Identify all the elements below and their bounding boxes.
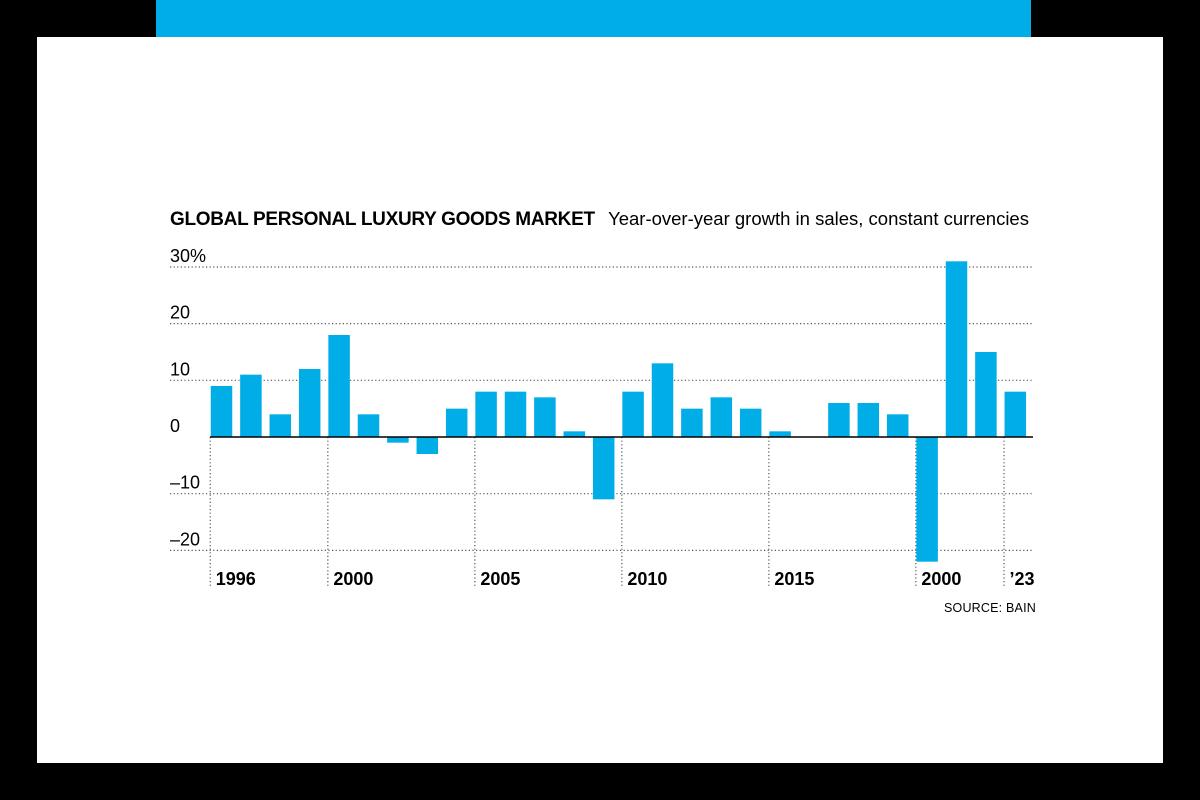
x-tick-label-2020: 2000 — [921, 569, 961, 589]
y-tick-label--10: –10 — [170, 473, 200, 493]
x-tick-label-2010: 2010 — [627, 569, 667, 589]
x-tick-label-2000: 2000 — [333, 569, 373, 589]
bar-2014 — [739, 408, 762, 437]
top-accent-bar — [156, 0, 1031, 37]
bar-2010 — [622, 391, 644, 437]
bar-2000 — [328, 334, 350, 437]
bar-2004 — [445, 408, 468, 437]
bar-2003 — [416, 437, 439, 455]
bar-1997 — [240, 374, 262, 437]
y-tick-label-30: 30% — [170, 246, 206, 266]
bar-2002 — [387, 437, 409, 443]
chart-subtitle: Year-over-year growth in sales, constant… — [608, 208, 1029, 229]
x-tick-label-1996: 1996 — [216, 569, 256, 589]
bar-2013 — [710, 397, 733, 437]
bar-2001 — [357, 414, 380, 437]
bar-2020 — [916, 437, 938, 562]
bar-2022 — [975, 351, 997, 437]
bar-2015 — [769, 431, 791, 437]
chart-title: GLOBAL PERSONAL LUXURY GOODS MARKET — [170, 209, 595, 230]
bar-2007 — [534, 397, 556, 437]
y-tick-label--20: –20 — [170, 529, 200, 549]
bar-2019 — [886, 414, 909, 437]
bar-2012 — [681, 408, 703, 437]
y-tick-label-10: 10 — [170, 359, 190, 379]
bar-1996 — [210, 385, 233, 437]
bar-2009 — [592, 437, 615, 500]
source-note: SOURCE: BAIN — [944, 601, 1036, 615]
bar-2006 — [504, 391, 527, 437]
y-tick-label-20: 20 — [170, 303, 190, 323]
bar-2005 — [475, 391, 497, 437]
x-tick-label-2005: 2005 — [480, 569, 520, 589]
bar-2011 — [651, 363, 674, 437]
y-tick-label-0: 0 — [170, 416, 180, 436]
bar-1998 — [269, 414, 292, 437]
bar-2008 — [563, 431, 586, 437]
x-tick-label-2023: ’23 — [1010, 569, 1035, 589]
chart-header: GLOBAL PERSONAL LUXURY GOODS MARKET Year… — [170, 208, 1029, 231]
bar-2017 — [828, 402, 850, 437]
bar-2021 — [945, 261, 968, 437]
bar-1999 — [298, 368, 321, 437]
bar-2018 — [857, 402, 880, 437]
bar-2023 — [1004, 391, 1027, 437]
x-tick-label-2015: 2015 — [774, 569, 814, 589]
